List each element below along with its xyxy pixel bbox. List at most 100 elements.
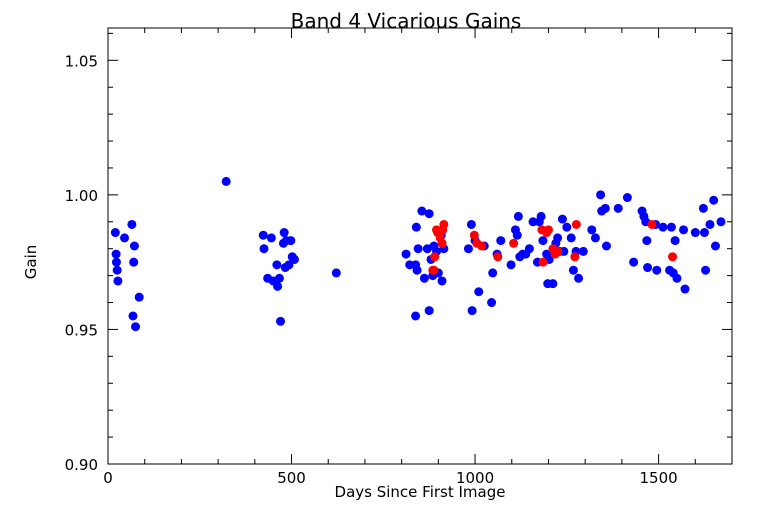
red-data-point	[570, 252, 580, 262]
blue-data-point	[670, 236, 680, 246]
axis-ticks: 0 500 1000 1500 0.90 0.95 1.00 1.05	[65, 28, 732, 487]
red-data-point	[430, 252, 440, 262]
blue-data-point	[553, 233, 563, 243]
red-data-point	[509, 238, 519, 248]
y-tick-label: 1.00	[65, 187, 98, 205]
blue-data-point	[128, 311, 138, 321]
x-tick-label: 0	[103, 469, 113, 487]
blue-data-point	[488, 268, 498, 278]
blue-data-point	[419, 273, 429, 283]
y-axis-label: Gain	[22, 245, 40, 280]
blue-data-point	[286, 236, 296, 246]
blue-data-point	[258, 230, 268, 240]
blue-data-point	[643, 263, 653, 273]
blue-data-point	[699, 228, 709, 238]
red-data-point	[538, 257, 548, 267]
blue-data-point	[690, 228, 700, 238]
blue-data-point	[289, 254, 299, 264]
blue-data-point	[698, 203, 708, 213]
blue-data-point	[413, 244, 423, 254]
blue-data-point	[129, 257, 139, 267]
blue-data-point	[709, 195, 719, 205]
red-data-point	[437, 238, 447, 248]
blue-data-point	[658, 222, 668, 232]
red-data-point	[477, 241, 487, 251]
chart-title: Band 4 Vicarious Gains	[291, 9, 522, 33]
blue-data-point	[466, 219, 476, 229]
blue-data-point	[574, 273, 584, 283]
blue-data-point	[652, 265, 662, 275]
blue-data-point	[578, 246, 588, 256]
blue-data-point	[474, 287, 484, 297]
data-points	[110, 176, 726, 332]
y-tick-label: 0.95	[65, 321, 98, 339]
blue-data-point	[412, 265, 422, 275]
blue-data-point	[411, 222, 421, 232]
blue-data-point	[622, 193, 632, 203]
blue-data-point	[613, 203, 623, 213]
blue-data-point	[601, 241, 611, 251]
blue-data-point	[424, 209, 434, 219]
blue-data-point	[127, 219, 137, 229]
blue-data-point	[506, 260, 516, 270]
blue-data-point	[538, 236, 548, 246]
red-data-point	[543, 225, 553, 235]
blue-data-point	[463, 244, 473, 254]
blue-data-point	[536, 211, 546, 221]
blue-data-point	[642, 236, 652, 246]
blue-data-point	[276, 316, 286, 326]
blue-data-point	[424, 306, 434, 316]
blue-data-point	[401, 249, 411, 259]
blue-data-point	[111, 249, 121, 259]
blue-data-point	[221, 176, 231, 186]
x-tick-label: 500	[277, 469, 306, 487]
blue-data-point	[562, 222, 572, 232]
x-tick-label: 1000	[456, 469, 494, 487]
blue-data-point	[568, 265, 578, 275]
blue-data-point	[467, 306, 477, 316]
blue-data-point	[710, 241, 720, 251]
blue-data-point	[279, 228, 289, 238]
blue-data-point	[120, 233, 130, 243]
blue-data-point	[672, 273, 682, 283]
red-data-point	[429, 265, 439, 275]
blue-data-point	[487, 298, 497, 308]
blue-data-point	[131, 322, 141, 332]
blue-data-point	[272, 260, 282, 270]
blue-data-point	[528, 217, 538, 227]
red-data-point	[668, 252, 678, 262]
red-data-point	[439, 219, 449, 229]
blue-data-point	[513, 211, 523, 221]
blue-data-point	[587, 225, 597, 235]
blue-data-point	[666, 222, 676, 232]
blue-data-point	[266, 233, 276, 243]
blue-data-point	[512, 230, 522, 240]
x-tick-label: 1500	[639, 469, 677, 487]
blue-data-point	[629, 257, 639, 267]
blue-data-point	[259, 244, 269, 254]
blue-data-point	[680, 284, 690, 294]
red-data-point	[553, 246, 563, 256]
blue-data-point	[496, 236, 506, 246]
blue-data-point	[129, 241, 139, 251]
blue-data-point	[411, 311, 421, 321]
blue-data-point	[112, 265, 122, 275]
blue-data-point	[566, 233, 576, 243]
blue-data-point	[284, 260, 294, 270]
blue-data-point	[274, 273, 284, 283]
blue-data-point	[716, 217, 726, 227]
red-data-point	[647, 219, 657, 229]
blue-data-point	[437, 276, 447, 286]
blue-data-point	[417, 206, 427, 216]
blue-data-point	[600, 203, 610, 213]
red-data-point	[469, 230, 479, 240]
blue-data-point	[111, 257, 121, 267]
blue-data-point	[134, 292, 144, 302]
blue-data-point	[524, 244, 534, 254]
red-data-point	[571, 219, 581, 229]
red-data-point	[493, 252, 503, 262]
blue-data-point	[705, 219, 715, 229]
blue-data-point	[701, 265, 711, 275]
blue-data-point	[590, 233, 600, 243]
